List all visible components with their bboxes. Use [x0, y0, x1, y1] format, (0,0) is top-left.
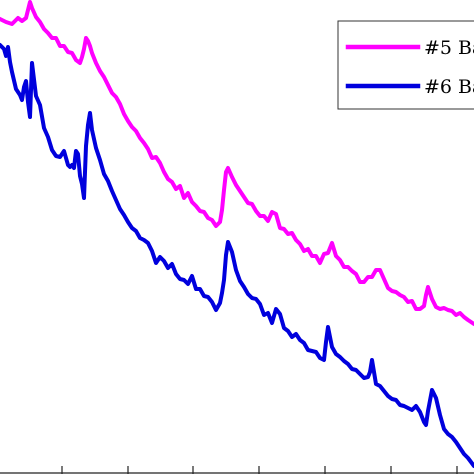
legend-box [337, 20, 474, 110]
series-line-6 [0, 43, 474, 468]
legend-label-5: #5 Ba [424, 37, 474, 59]
legend-label-6: #6 Ba [424, 76, 474, 98]
legend: #5 Ba #6 Ba [337, 20, 474, 110]
x-ticks [61, 466, 458, 474]
series-line-5 [0, 0, 474, 326]
